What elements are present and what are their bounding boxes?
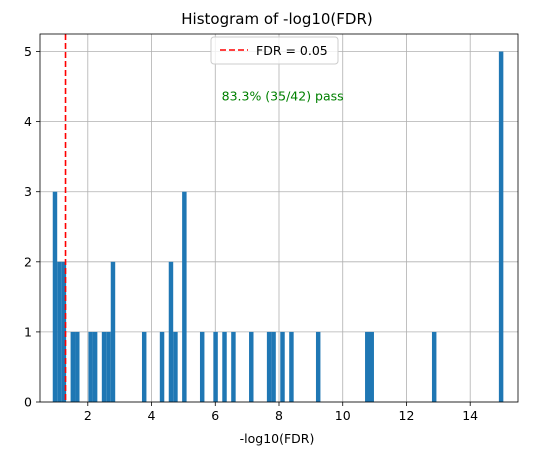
histogram-bar <box>173 331 178 402</box>
legend-label: FDR = 0.05 <box>256 43 328 58</box>
histogram-bar <box>57 261 62 402</box>
histogram-bar <box>75 331 80 402</box>
y-tick-label: 5 <box>24 44 32 59</box>
histogram-bar <box>92 331 98 402</box>
histogram-bar <box>213 331 218 402</box>
histogram-bar <box>231 331 236 402</box>
x-tick-label: 6 <box>211 408 219 423</box>
x-tick-label: 12 <box>399 408 415 423</box>
histogram-bar <box>498 51 504 403</box>
legend-box <box>210 36 339 65</box>
histogram-bar <box>271 331 276 402</box>
pass-rate-annotation: 83.3% (35/42) pass <box>222 89 344 104</box>
histogram-bar <box>141 331 147 402</box>
x-axis-ticks: 2 4 6 8 10 12 14 <box>84 402 478 423</box>
y-axis-ticks: 0 1 2 3 4 5 <box>24 44 40 410</box>
histogram-bar <box>266 331 272 402</box>
histogram-bar <box>101 331 107 402</box>
x-tick-label: 8 <box>275 408 283 423</box>
x-tick-label: 4 <box>148 408 156 423</box>
x-axis-label: -log10(FDR) <box>240 431 315 446</box>
histogram-bar <box>369 331 374 402</box>
histogram-bar <box>61 261 67 402</box>
histogram-bar <box>70 331 76 402</box>
histogram-bar <box>52 191 58 402</box>
histogram-bar <box>222 331 227 402</box>
y-tick-label: 0 <box>24 395 32 410</box>
histogram-bar <box>249 331 254 402</box>
histogram-bar <box>289 331 294 402</box>
y-tick-label: 1 <box>24 324 32 339</box>
x-tick-label: 10 <box>335 408 351 423</box>
chart-title: Histogram of -log10(FDR) <box>181 10 372 28</box>
histogram-bar <box>106 331 111 402</box>
x-tick-label: 2 <box>84 408 92 423</box>
y-tick-label: 3 <box>24 184 32 199</box>
histogram-bar <box>168 261 174 402</box>
histogram-bar <box>431 331 437 402</box>
y-tick-label: 2 <box>24 254 32 269</box>
histogram-bar <box>199 331 205 402</box>
histogram-bar <box>315 331 321 402</box>
histogram-bar <box>110 261 116 402</box>
y-tick-label: 4 <box>24 114 32 129</box>
legend: FDR = 0.05 <box>210 36 339 65</box>
histogram-bar <box>182 191 187 402</box>
histogram-bar <box>280 331 285 402</box>
x-tick-label: 14 <box>462 408 478 423</box>
histogram-bar <box>365 331 370 402</box>
histogram-bar <box>159 331 165 402</box>
bars <box>52 51 504 403</box>
histogram-bar <box>88 331 93 402</box>
